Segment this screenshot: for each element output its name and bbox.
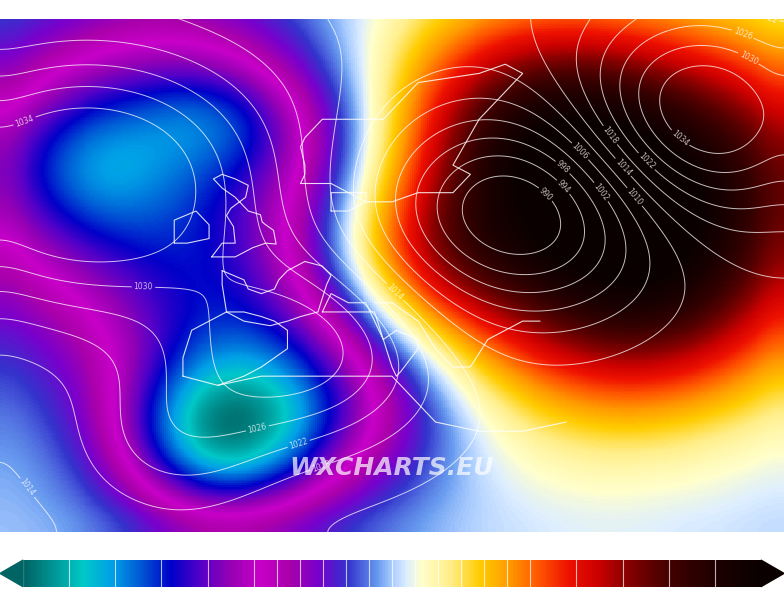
Polygon shape — [0, 560, 23, 587]
FancyBboxPatch shape — [0, 0, 784, 19]
Text: 1030: 1030 — [133, 283, 153, 292]
Text: 994: 994 — [555, 178, 572, 195]
Text: 1006: 1006 — [570, 141, 590, 161]
Text: 1030: 1030 — [738, 50, 759, 67]
Text: WXCHARTS.EU: WXCHARTS.EU — [289, 456, 495, 480]
Text: 1034: 1034 — [670, 128, 690, 148]
Text: 1018: 1018 — [310, 459, 332, 473]
Text: 990: 990 — [538, 185, 554, 202]
Text: 998: 998 — [554, 159, 572, 175]
Text: 1022: 1022 — [637, 152, 656, 172]
Text: 1010: 1010 — [625, 187, 644, 207]
Text: 1026: 1026 — [732, 26, 753, 41]
Text: 1002: 1002 — [592, 181, 611, 202]
Text: 1026: 1026 — [247, 422, 268, 435]
Text: 1014: 1014 — [18, 477, 37, 498]
Text: 1018: 1018 — [601, 125, 619, 146]
Text: 1022: 1022 — [289, 437, 309, 451]
Polygon shape — [761, 560, 784, 587]
Text: 1018: 1018 — [21, 0, 42, 12]
Text: 1014: 1014 — [613, 157, 633, 178]
Text: 1014: 1014 — [385, 282, 405, 302]
Text: 1022: 1022 — [758, 10, 779, 25]
Text: 1034: 1034 — [14, 113, 35, 128]
